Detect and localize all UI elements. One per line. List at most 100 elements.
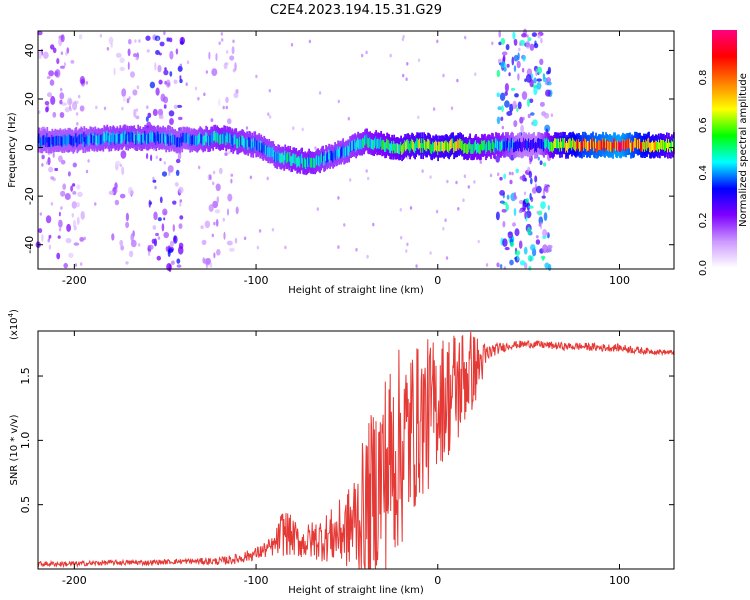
spectrogram-blob [194,86,198,91]
spectrogram-blob [71,213,75,218]
spectrogram-ridge-core [397,143,399,154]
spectrogram-ridge-core [482,141,484,151]
colorbar-tick-label: 0.0 [698,260,709,276]
spectrogram-ridge-core [435,140,437,151]
spectrogram-blob [152,108,158,117]
spectrogram-blob [45,161,49,165]
spectrogram-ridge-core [115,134,118,144]
spectrogram-blob [243,236,247,241]
spectrogram-blob [505,204,510,211]
spectrogram-blob [545,231,549,236]
spectrogram-blob [529,160,532,165]
spectrogram-ridge-core [48,136,51,147]
spectrogram-blob [528,205,534,209]
spectrogram-blob [479,160,482,164]
spectrogram-ridge-core [442,141,444,152]
spectrogram-blob [214,209,221,214]
spectrogram-blob [173,235,176,242]
spectrogram-blob [232,39,235,44]
spectrogram-ridge-core [376,139,378,150]
spectrogram-blob [132,89,138,96]
spectrogram-blob [72,101,78,111]
spectrogram-ridge-core [38,133,41,144]
spectrogram-blob [157,64,162,73]
spectrogram-blob [152,179,157,183]
spectrogram-ridge-core [350,142,352,152]
spectrogram-ridge-core [164,133,167,143]
spectrogram-ridge-core [258,139,261,149]
colorbar: 0.0 0.2 0.4 0.6 0.8 Normalized spectral ampl… [698,30,749,276]
spectrogram-blob [208,204,214,212]
spectrogram-blob [499,92,506,102]
spectrogram-ridge-core [528,138,530,149]
spectrogram-ridge-core [410,140,412,151]
spectrogram-ridge-core [430,143,432,154]
spectrogram-ridge-core [223,131,226,142]
spectrogram-x-tick-label: -200 [62,274,87,287]
spectrogram-blob [78,94,81,99]
spectrogram-ridge-core [654,141,656,152]
spectrogram-blob [529,98,534,104]
spectrogram-blob [146,153,149,160]
spectrogram-ridge-core [505,138,507,148]
spectrogram-ridge-core [500,141,502,152]
spectrogram-ridge-core [635,138,637,148]
spectrogram-ridge-core [529,142,531,152]
spectrogram-ridge-core [579,142,581,152]
spectrogram-blob [122,96,126,102]
spectrogram-blob [121,166,125,176]
spectrogram-ridge-core [322,151,324,162]
spectrogram-ridge-core [520,141,522,152]
spectrogram-blob [520,124,524,133]
spectrogram-blob [543,112,550,119]
spectrogram-blob [230,173,234,177]
spectrogram-ridge-core [602,137,604,148]
spectrogram-ridge-core [496,138,498,149]
spectrogram-ridge-core [170,135,173,146]
spectrogram-blob [499,264,503,269]
spectrogram-ridge-core [334,148,336,158]
spectrogram-ridge-core [455,141,457,152]
spectrogram-blob [450,106,454,110]
spectrogram-ridge-core [432,141,434,152]
spectrogram-ridge-core [494,143,496,154]
spectrogram-ridge-core [475,140,477,150]
spectrogram-blob [48,70,54,77]
spectrogram-ridge-core [98,134,101,145]
spectrogram-blob [512,222,516,227]
spectrogram-blob [155,87,160,96]
spectrogram-blob [495,155,501,163]
spectrogram-blob [463,174,467,178]
spectrogram-ridge-core [189,136,192,147]
spectrogram-ridge-core [619,142,621,152]
spectrogram-ridge-core [346,147,348,157]
spectrogram-blob [71,201,78,209]
spectrogram-ridge-core [176,137,179,148]
spectrogram-blob [62,183,67,190]
spectrogram-marks [35,28,675,273]
spectrogram-blob [512,31,516,40]
spectrogram-ridge-core [100,134,103,145]
spectrogram-blob [58,219,63,228]
spectrogram-ridge-core [623,140,625,151]
spectrogram-blob [366,254,369,259]
spectrogram-ridge-core [86,135,89,146]
spectrogram-ridge-core [538,137,540,148]
spectrogram-blob [161,171,168,177]
spectrogram-ridge-core [56,135,59,146]
spectrogram-ridge-core [231,134,234,145]
spectrogram-blob [130,233,134,242]
spectrogram-ridge-core [212,134,215,145]
spectrogram-blob [489,173,493,178]
spectrogram-ridge-core [502,138,504,149]
spectrogram-blob [60,51,64,55]
spectrogram-blob [337,196,340,200]
spectrogram-ridge-core [70,135,73,146]
spectrogram-ridge-core [444,141,446,151]
spectrogram-blob [125,261,129,265]
spectrogram-ridge-core [306,158,308,169]
spectrogram-ridge-core [167,134,170,144]
spectrogram-ridge-core [537,138,539,149]
spectrogram-ridge-core [629,138,631,149]
spectrogram-blob [542,229,548,237]
